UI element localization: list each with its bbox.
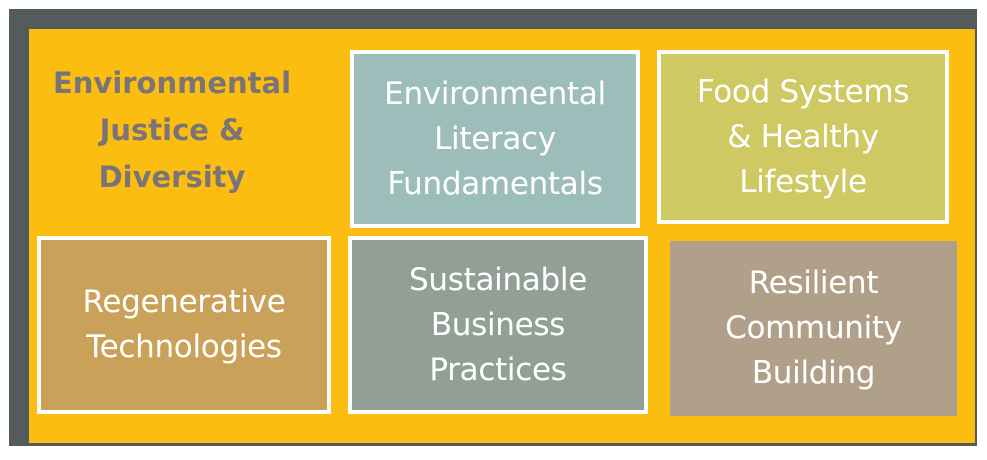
diagram-title-text: Environmental Justice & Diversity [52, 66, 292, 194]
tile-label: Food Systems & Healthy Lifestyle [696, 73, 910, 200]
tile-sustainable-business: Sustainable Business Practices [348, 236, 648, 414]
tile-resilient-community: Resilient Community Building [670, 241, 957, 416]
tile-food-systems: Food Systems & Healthy Lifestyle [657, 50, 949, 224]
tile-regenerative-technologies: Regenerative Technologies [37, 236, 331, 414]
diagram-title: Environmental Justice & Diversity [28, 60, 316, 220]
tile-label: Sustainable Business Practices [409, 261, 587, 388]
tile-environmental-literacy: Environmental Literacy Fundamentals [350, 50, 640, 228]
tile-label: Resilient Community Building [725, 265, 902, 391]
tile-label: Regenerative Technologies [82, 284, 286, 365]
tile-label: Environmental Literacy Fundamentals [384, 75, 606, 202]
